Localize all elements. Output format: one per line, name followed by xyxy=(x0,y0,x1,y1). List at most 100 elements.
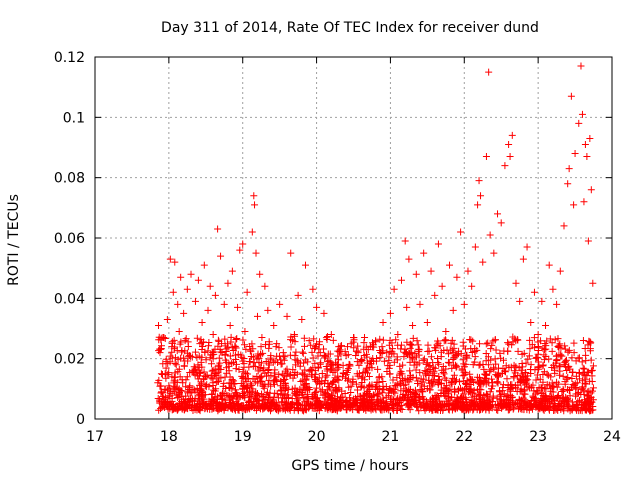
background-data-point xyxy=(586,347,594,355)
background-data-point xyxy=(273,377,281,385)
background-data-point xyxy=(303,395,311,403)
background-data-point xyxy=(243,384,251,392)
background-data-point xyxy=(393,406,401,414)
data-point xyxy=(409,321,417,329)
data-point xyxy=(431,291,439,299)
data-point xyxy=(180,309,188,317)
background-data-point xyxy=(175,391,183,399)
background-data-point xyxy=(156,382,164,390)
background-data-point xyxy=(362,364,370,372)
background-data-point xyxy=(217,365,225,373)
background-data-point xyxy=(259,381,267,389)
background-data-point xyxy=(431,406,439,414)
background-data-point xyxy=(511,335,519,343)
background-data-point xyxy=(260,384,268,392)
data-point xyxy=(545,261,553,269)
background-data-point xyxy=(452,351,460,359)
data-point xyxy=(482,153,490,161)
data-point xyxy=(581,140,589,148)
data-point xyxy=(564,180,572,188)
background-data-point xyxy=(499,365,507,373)
background-data-point xyxy=(493,406,501,414)
data-point xyxy=(166,255,174,263)
background-data-point xyxy=(558,352,566,360)
data-point xyxy=(172,361,180,369)
x-axis-label: GPS time / hours xyxy=(291,458,408,474)
data-point xyxy=(175,328,183,336)
background-data-point xyxy=(476,340,484,348)
background-data-point xyxy=(548,379,556,387)
data-point xyxy=(200,261,208,269)
background-data-point xyxy=(209,355,217,363)
background-data-point xyxy=(578,358,586,366)
background-data-point xyxy=(339,361,347,369)
background-data-point xyxy=(202,400,210,408)
background-data-point xyxy=(525,352,533,360)
background-data-point xyxy=(162,364,170,372)
background-data-point xyxy=(482,374,490,382)
data-point xyxy=(438,282,446,290)
data-point xyxy=(250,192,258,200)
background-data-point xyxy=(534,364,542,372)
background-data-point xyxy=(437,389,445,397)
background-data-point xyxy=(229,392,237,400)
background-data-point xyxy=(429,359,437,367)
background-data-point xyxy=(587,367,595,375)
background-data-point xyxy=(298,348,306,356)
background-data-point xyxy=(582,380,590,388)
background-data-point xyxy=(409,334,417,342)
data-point xyxy=(155,321,163,329)
background-data-point xyxy=(380,357,388,365)
background-data-point xyxy=(386,385,394,393)
background-data-point xyxy=(171,343,179,351)
background-data-point xyxy=(214,377,222,385)
data-point xyxy=(398,276,406,284)
data-point xyxy=(530,288,538,296)
data-point xyxy=(206,282,214,290)
data-point xyxy=(471,243,479,251)
data-point xyxy=(276,300,284,308)
background-data-point xyxy=(493,378,501,386)
background-data-point xyxy=(408,341,416,349)
data-point xyxy=(577,62,585,70)
data-point xyxy=(501,162,509,170)
background-data-point xyxy=(313,384,321,392)
background-data-point xyxy=(501,399,509,407)
background-data-point xyxy=(482,340,490,348)
background-data-point xyxy=(455,378,463,386)
data-point xyxy=(338,373,346,381)
background-data-point xyxy=(268,405,276,413)
data-point xyxy=(217,252,225,260)
background-data-point xyxy=(260,401,268,409)
data-point xyxy=(549,285,557,293)
data-point xyxy=(420,249,428,257)
data-point xyxy=(412,270,420,278)
background-data-point xyxy=(159,360,167,368)
background-data-point xyxy=(162,402,170,410)
background-data-point xyxy=(283,372,291,380)
background-data-point xyxy=(183,373,191,381)
y-axis-ticks: 0 0.02 0.04 0.06 0.08 0.1 0.12 xyxy=(54,50,612,428)
background-data-point xyxy=(242,375,250,383)
background-data-point xyxy=(265,361,273,369)
background-data-point xyxy=(220,379,228,387)
data-point xyxy=(523,243,531,251)
background-data-point xyxy=(394,401,402,409)
background-data-point xyxy=(280,356,288,364)
background-data-point xyxy=(566,392,574,400)
background-data-point xyxy=(198,393,206,401)
data-point xyxy=(494,210,502,218)
background-data-point xyxy=(550,403,558,411)
background-data-point xyxy=(589,384,597,392)
background-data-point xyxy=(541,385,549,393)
background-data-point xyxy=(487,345,495,353)
background-data-point xyxy=(271,357,279,365)
background-data-point xyxy=(558,387,566,395)
data-point xyxy=(309,285,317,293)
background-data-point xyxy=(431,396,439,404)
background-data-point xyxy=(424,341,432,349)
background-data-point xyxy=(584,388,592,396)
background-data-point xyxy=(497,404,505,412)
background-data-point xyxy=(307,341,315,349)
